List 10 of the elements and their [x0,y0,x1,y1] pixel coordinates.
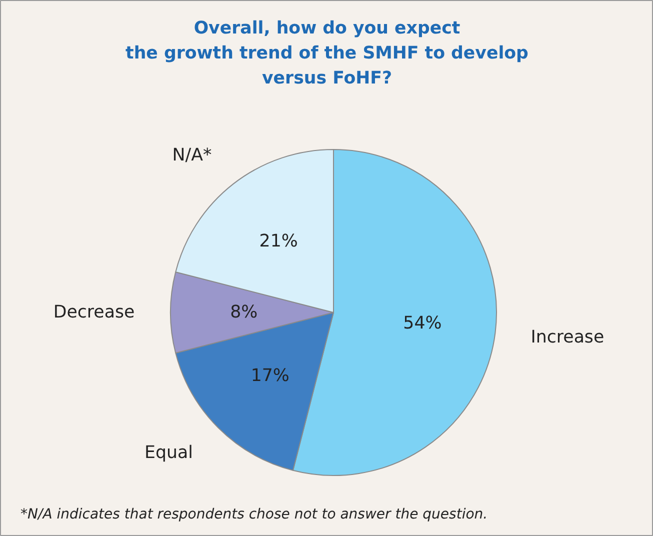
slice-label: Increase [530,327,604,348]
slice-label: Decrease [53,302,135,322]
data-label: 8% [230,302,258,322]
text: *N/A indicates that respondents chose not to answer the question. [20,506,488,522]
slice-label: Equal [144,443,193,464]
chart-title: Overall, how do you expect the growth trend of the SMHF to develop versus FoHF? [126,18,528,88]
slice-label: N/A* [172,145,212,166]
data-label: 17% [250,366,290,386]
data-label: 54% [403,314,442,334]
data-label: 21% [259,232,298,252]
